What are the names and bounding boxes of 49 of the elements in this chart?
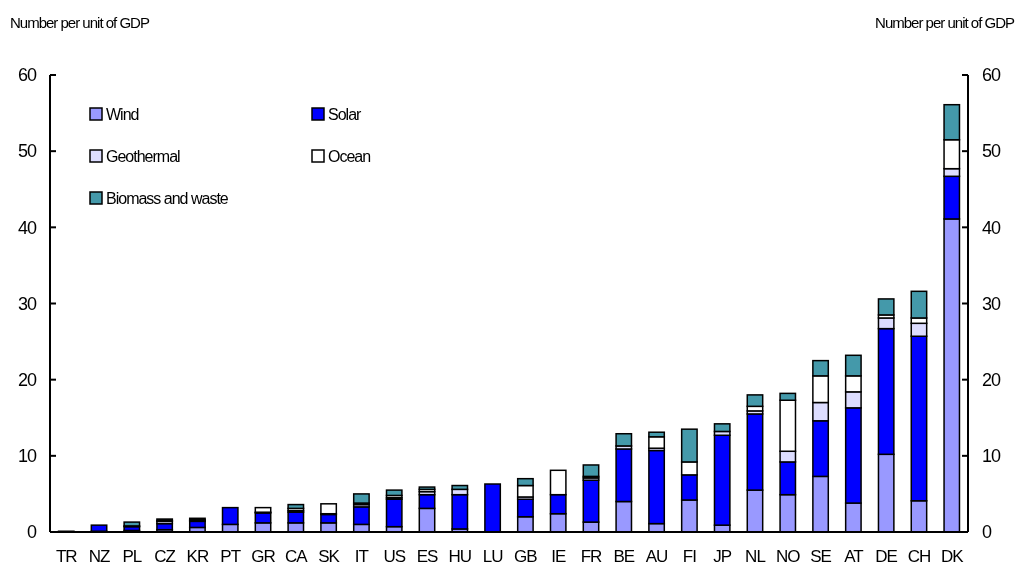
legend-label: Solar — [328, 105, 363, 123]
y2-tick-label: 60 — [982, 65, 1002, 86]
x-tick-label: KR — [186, 547, 209, 566]
y-tick-label: 10 — [17, 446, 37, 467]
y2-tick-label: 40 — [982, 217, 1002, 238]
legend-label: Wind — [106, 105, 139, 123]
legend-label: Geothermal — [106, 147, 181, 165]
x-tick-label: ES — [416, 547, 438, 566]
y-tick-label: 40 — [17, 217, 37, 238]
x-tick-label: SE — [810, 547, 832, 566]
x-tick-label: DE — [875, 547, 898, 566]
x-tick-label: CA — [285, 547, 309, 566]
x-tick-label: AU — [645, 547, 668, 566]
x-tick-label: FI — [682, 547, 697, 566]
y2-axis-title: Number per unit of GDP — [875, 14, 1015, 31]
x-tick-label: BE — [613, 547, 635, 566]
y2-tick-label: 10 — [982, 446, 1002, 467]
x-tick-label: NO — [776, 547, 801, 566]
x-tick-label: CZ — [154, 547, 176, 566]
x-tick-label: DK — [940, 547, 965, 566]
x-tick-label: SK — [318, 547, 341, 566]
y-tick-label: 0 — [26, 522, 37, 543]
x-tick-label: IE — [551, 547, 566, 566]
x-tick-label: HU — [448, 547, 472, 566]
x-tick-label: PL — [122, 547, 142, 566]
x-tick-label: AT — [844, 547, 864, 566]
x-tick-label: JP — [713, 547, 732, 566]
x-tick-label: TR — [55, 547, 78, 566]
y-tick-label: 60 — [17, 65, 37, 86]
x-tick-label: NZ — [88, 547, 110, 566]
x-tick-label: FR — [580, 547, 603, 566]
y2-tick-label: 20 — [982, 369, 1002, 390]
legend-label: Biomass and waste — [106, 189, 229, 207]
x-tick-label: IT — [354, 547, 369, 566]
x-tick-label: US — [383, 547, 406, 566]
x-tick-label: GR — [251, 547, 276, 566]
y-tick-label: 50 — [17, 141, 37, 162]
y2-tick-label: 0 — [982, 522, 992, 543]
legend-label: Ocean — [328, 147, 371, 165]
y2-tick-label: 30 — [982, 293, 1002, 314]
y-tick-label: 20 — [17, 369, 37, 390]
y2-tick-label: 50 — [982, 141, 1002, 162]
x-tick-label: LU — [482, 547, 503, 566]
x-tick-label: PT — [220, 547, 241, 566]
x-tick-label: NL — [745, 547, 766, 566]
y-tick-label: 30 — [17, 293, 37, 314]
x-tick-label: CH — [907, 547, 931, 566]
y-axis-title: Number per unit of GDP — [10, 14, 150, 31]
x-tick-label: GB — [514, 547, 538, 566]
